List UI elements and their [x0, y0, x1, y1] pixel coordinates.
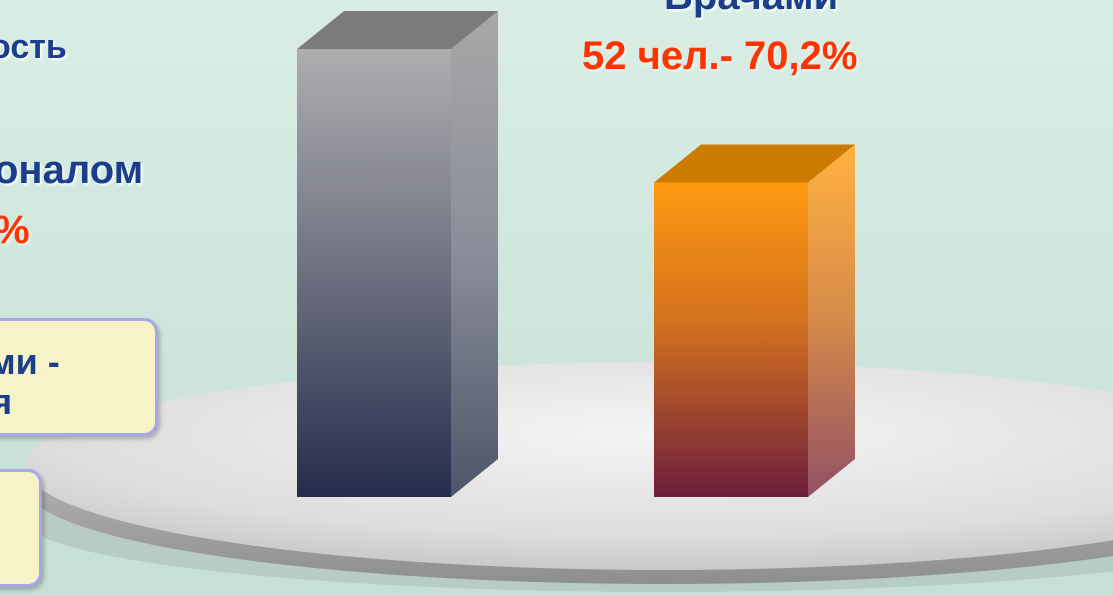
left-heading-fragment: ость [0, 28, 67, 67]
bar-1 [297, 11, 498, 497]
left-professional-fragment: оналом [0, 148, 143, 193]
right-value-label: 52 чел.- 70,2% [582, 34, 857, 79]
right-category-label: Врачами [664, 0, 838, 19]
bar-2 [654, 145, 855, 497]
callout-1-line-1: ами - [0, 341, 60, 383]
bar-1-side [451, 11, 498, 497]
left-percent-fragment: % [0, 208, 30, 253]
callout-box-2: и [0, 469, 42, 587]
bar-2-side [808, 145, 855, 497]
bar-1-front [297, 49, 451, 497]
pedestal [25, 362, 1113, 592]
callout-box-1: ами - ия [0, 318, 158, 436]
callout-1-line-2: ия [0, 381, 12, 423]
bar-2-front [654, 183, 808, 497]
